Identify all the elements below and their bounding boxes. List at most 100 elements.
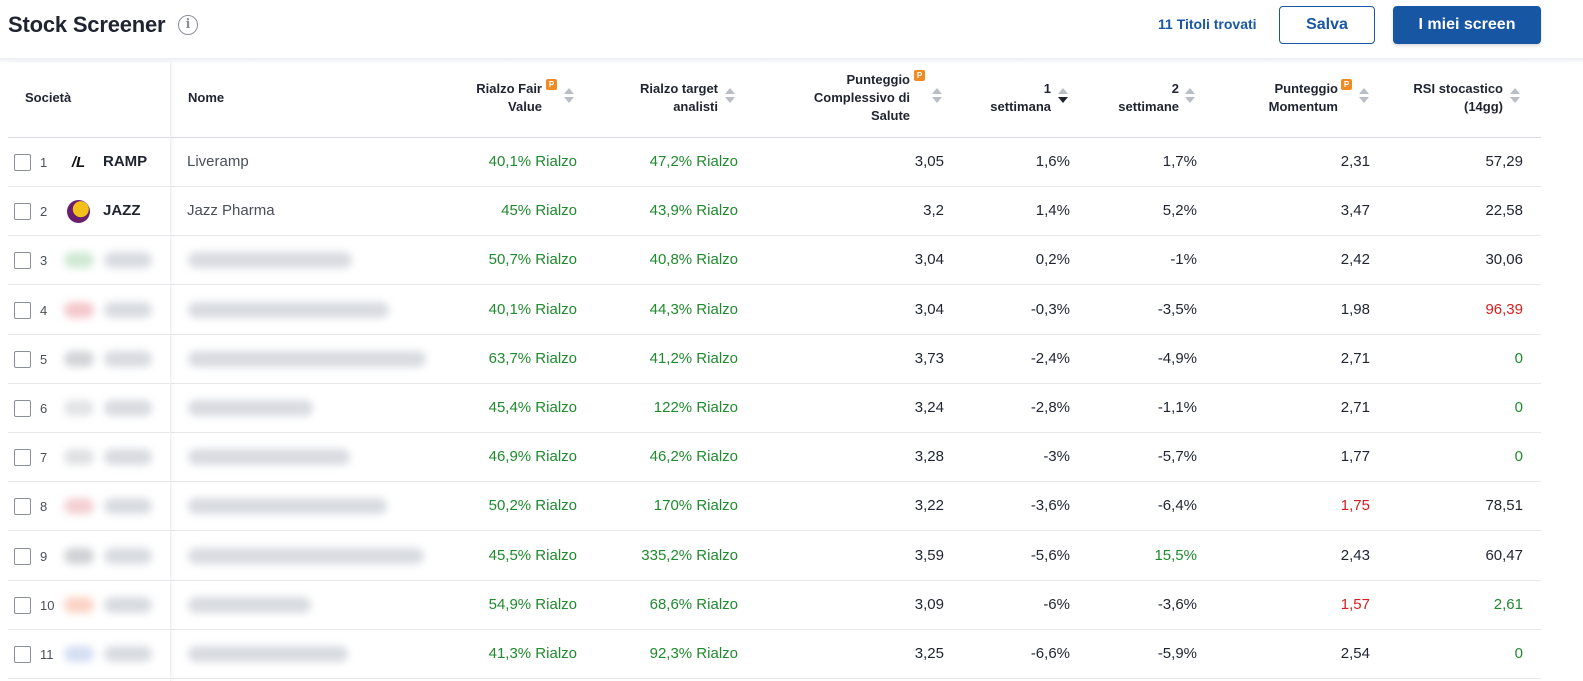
company-ticker xyxy=(104,498,152,515)
table-row[interactable]: 4 40,1% Rialzo 44,3% Rialzo 3,04 -0,3% -3,5% 1… xyxy=(8,286,1541,335)
week1-cell: -5,6% xyxy=(1030,546,1070,564)
fair-value-cell: 40,1% Rialzo xyxy=(488,300,577,318)
col-fair-value-line2: Value xyxy=(508,99,542,114)
company-logo xyxy=(64,449,94,466)
row-checkbox[interactable] xyxy=(14,203,31,221)
ticker[interactable]: RAMP xyxy=(103,153,148,170)
results-count: 11 Titoli trovati xyxy=(1158,16,1257,32)
momentum-cell: 1,98 xyxy=(1340,300,1370,318)
company-name xyxy=(188,350,426,367)
row-checkbox[interactable] xyxy=(14,547,31,565)
col-company[interactable]: Società xyxy=(25,90,72,105)
col-2-weeks[interactable]: 2 settimane xyxy=(1098,80,1179,116)
table-row[interactable]: 9 45,5% Rialzo 335,2% Rialzo 3,59 -5,6% 15,5%… xyxy=(8,532,1541,581)
col-fair-value-line1: Rialzo Fair xyxy=(476,81,542,96)
sort-fair-value-icon[interactable] xyxy=(564,88,574,106)
row-checkbox[interactable] xyxy=(14,646,31,663)
save-button[interactable]: Salva xyxy=(1279,6,1375,44)
pro-icon: P xyxy=(1341,79,1352,90)
rsi-cell: 0 xyxy=(1514,645,1523,662)
sort-momentum-icon[interactable] xyxy=(1359,88,1369,106)
info-icon[interactable]: i xyxy=(178,15,198,35)
col-2-weeks-line1: 2 xyxy=(1171,81,1179,96)
table-header: Società Nome Rialzo Fair Value P Rialzo … xyxy=(8,62,1541,138)
table-row[interactable]: 11 41,3% Rialzo 92,3% Rialzo 3,25 -6,6% -5,9%… xyxy=(8,630,1541,679)
row-checkbox[interactable] xyxy=(14,301,31,319)
health-score-cell: 3,25 xyxy=(914,645,944,662)
table-row[interactable]: 3 50,7% Rialzo 40,8% Rialzo 3,04 0,2% -1% 2,42… xyxy=(8,236,1541,286)
col-health-score[interactable]: Punteggio Complessivo di Salute xyxy=(788,71,910,125)
company-logo xyxy=(64,350,94,367)
table-row[interactable]: 6 45,4% Rialzo 122% Rialzo 3,24 -2,8% -1,1% 2,… xyxy=(8,384,1541,433)
table-row[interactable]: 2 JAZZ Jazz Pharma 45% Rialzo 43,9% Rialzo 3,… xyxy=(8,187,1541,237)
fair-value-cell: 50,2% Rialzo xyxy=(488,497,577,515)
company-ticker xyxy=(104,350,152,367)
row-index: 10 xyxy=(40,597,55,613)
row-index: 1 xyxy=(40,155,48,170)
row-checkbox[interactable] xyxy=(14,449,31,467)
health-score-cell: 3,04 xyxy=(914,300,944,318)
company-ticker xyxy=(104,400,152,416)
sort-analyst-icon[interactable] xyxy=(725,88,735,106)
week1-cell: -0,3% xyxy=(1030,300,1070,318)
col-analyst-target[interactable]: Rialzo target analisti xyxy=(598,80,718,116)
sort-1-week-icon[interactable] xyxy=(1058,88,1068,106)
table-row[interactable]: 8 50,2% Rialzo 170% Rialzo 3,22 -3,6% -6,4% 1,… xyxy=(8,482,1541,532)
sort-2-weeks-icon[interactable] xyxy=(1185,88,1195,106)
momentum-cell: 2,54 xyxy=(1340,645,1370,662)
company-name[interactable]: Jazz Pharma xyxy=(187,202,275,220)
momentum-cell: 2,31 xyxy=(1340,153,1370,170)
row-index: 4 xyxy=(40,302,48,318)
row-checkbox[interactable] xyxy=(14,154,31,171)
fair-value-cell: 46,9% Rialzo xyxy=(488,448,577,466)
col-fair-value[interactable]: Rialzo Fair Value xyxy=(428,80,542,116)
company-name[interactable]: Liveramp xyxy=(187,153,249,170)
header-shadow xyxy=(0,58,1583,64)
sort-rsi-icon[interactable] xyxy=(1510,88,1520,106)
week1-cell: -3% xyxy=(1043,448,1070,466)
week2-cell: -5,7% xyxy=(1157,448,1197,466)
company-logo xyxy=(64,596,94,613)
analyst-target-cell: 170% Rialzo xyxy=(653,497,738,515)
momentum-cell: 1,57 xyxy=(1340,595,1370,613)
company-name xyxy=(188,301,389,318)
rsi-cell: 57,29 xyxy=(1485,153,1523,170)
row-checkbox[interactable] xyxy=(14,400,31,417)
week2-cell: -1% xyxy=(1170,251,1197,269)
col-analyst-line1: Rialzo target xyxy=(639,81,718,96)
col-health-line3: Salute xyxy=(870,108,910,123)
row-checkbox[interactable] xyxy=(14,252,31,270)
col-rsi[interactable]: RSI stocastico (14gg) xyxy=(1388,80,1503,116)
analyst-target-cell: 122% Rialzo xyxy=(653,399,738,416)
week2-cell: 5,2% xyxy=(1162,202,1197,220)
health-score-cell: 3,28 xyxy=(914,448,944,466)
analyst-target-cell: 68,6% Rialzo xyxy=(649,595,738,613)
my-screens-button[interactable]: I miei screen xyxy=(1393,6,1541,44)
top-bar: Stock Screener i 11 Titoli trovati Salva… xyxy=(0,0,1583,62)
pro-icon: P xyxy=(546,79,557,90)
table-row[interactable]: 1/L RAMP Liveramp 40,1% Rialzo 47,2% Rialzo 3… xyxy=(8,138,1541,187)
analyst-target-cell: 92,3% Rialzo xyxy=(649,645,738,662)
table-row[interactable]: 7 46,9% Rialzo 46,2% Rialzo 3,28 -3% -5,7% 1,7… xyxy=(8,433,1541,483)
row-checkbox[interactable] xyxy=(14,596,31,614)
sort-health-icon[interactable] xyxy=(932,88,942,106)
col-rsi-line2: (14gg) xyxy=(1464,99,1503,114)
page-title: Stock Screener xyxy=(8,12,166,37)
row-checkbox[interactable] xyxy=(14,350,31,368)
table-row[interactable]: 5 63,7% Rialzo 41,2% Rialzo 3,73 -2,4% -4,9% 2… xyxy=(8,335,1541,384)
row-checkbox[interactable] xyxy=(14,498,31,516)
health-score-cell: 3,73 xyxy=(914,349,944,367)
week1-cell: -3,6% xyxy=(1030,497,1070,515)
week2-cell: 15,5% xyxy=(1154,546,1197,564)
col-1-week-line2: settimana xyxy=(990,99,1051,114)
col-1-week[interactable]: 1 settimana xyxy=(968,80,1051,116)
row-index: 5 xyxy=(40,351,48,367)
col-2-weeks-line2: settimane xyxy=(1118,99,1179,114)
health-score-cell: 3,59 xyxy=(914,546,944,564)
col-momentum[interactable]: Punteggio Momentum xyxy=(1238,80,1338,116)
ticker[interactable]: JAZZ xyxy=(103,202,141,220)
company-name xyxy=(188,252,352,269)
col-name[interactable]: Nome xyxy=(188,90,225,105)
table-row[interactable]: 10 54,9% Rialzo 68,6% Rialzo 3,09 -6% -3,6% 1,… xyxy=(8,581,1541,630)
company-name xyxy=(188,400,313,416)
